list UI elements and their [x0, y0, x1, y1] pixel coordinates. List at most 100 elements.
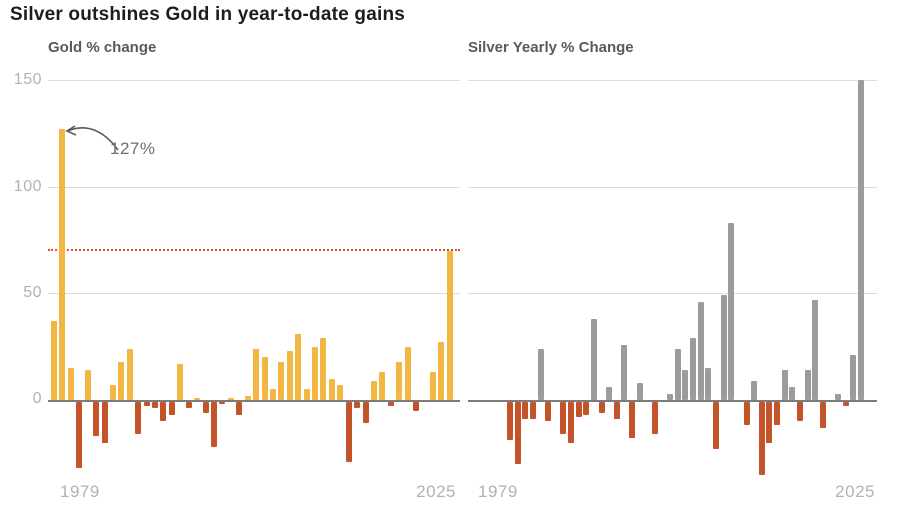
bar — [337, 385, 344, 400]
silver-chart-title: Silver Yearly % Change — [468, 39, 634, 56]
bar — [219, 402, 226, 405]
gridline-150 — [48, 80, 460, 81]
bar — [118, 361, 125, 400]
bar — [651, 402, 658, 434]
bar — [446, 250, 453, 400]
bar — [796, 402, 803, 422]
bar — [278, 361, 285, 400]
bar — [804, 370, 811, 400]
bar — [758, 402, 765, 475]
silver-chart: 1979 2025 — [468, 60, 877, 510]
bar — [812, 299, 819, 400]
bar — [194, 397, 201, 400]
bar — [345, 402, 352, 462]
bar — [529, 402, 536, 420]
gridline-100 — [468, 187, 877, 188]
bar — [362, 402, 369, 424]
bar — [160, 402, 167, 422]
gold-chart-title: Gold % change — [48, 39, 157, 56]
bar — [303, 389, 310, 400]
gold-reference-line — [48, 249, 460, 251]
x-axis-line — [48, 400, 460, 402]
bar — [354, 402, 361, 409]
bar — [713, 402, 719, 449]
bar — [387, 402, 394, 407]
bar — [781, 370, 788, 400]
bar — [842, 402, 849, 407]
bar — [690, 338, 697, 400]
page-title: Silver outshines Gold in year-to-date ga… — [10, 4, 406, 25]
bar — [429, 372, 436, 400]
bar — [514, 402, 521, 464]
bar — [636, 382, 643, 400]
bar — [312, 346, 319, 400]
bar — [606, 387, 613, 400]
bar — [598, 402, 605, 413]
gridline-50 — [48, 293, 460, 294]
bar — [370, 380, 377, 400]
bar — [244, 395, 251, 400]
bar — [507, 402, 513, 441]
gold-peak-annotation: 127% — [110, 139, 156, 158]
bar — [253, 348, 260, 400]
bar — [682, 370, 689, 400]
bar — [152, 402, 159, 409]
y-tick-label-50: 50 — [23, 284, 42, 301]
bar — [629, 402, 636, 439]
bar — [583, 402, 590, 415]
gold-x-label-end: 2025 — [416, 482, 456, 501]
bar — [522, 402, 529, 420]
bar — [537, 348, 544, 400]
gridline-100 — [48, 187, 460, 188]
bar — [101, 402, 108, 443]
bar — [743, 402, 750, 426]
bar — [210, 402, 217, 447]
bar — [236, 402, 243, 415]
bar — [328, 378, 335, 400]
bar — [143, 402, 150, 407]
bar — [789, 387, 796, 400]
bar — [613, 402, 620, 420]
bar — [177, 363, 184, 400]
bar — [295, 333, 302, 400]
bar — [575, 402, 582, 417]
bar — [560, 402, 567, 434]
bar — [227, 397, 234, 400]
bar — [168, 402, 175, 415]
x-axis-line — [468, 400, 877, 402]
bar — [835, 393, 842, 400]
bar — [850, 355, 857, 400]
annotation-arrow-icon — [65, 125, 119, 151]
bar — [185, 402, 192, 409]
bar — [545, 402, 552, 422]
bar — [286, 350, 293, 400]
bar — [774, 402, 781, 426]
bar — [857, 80, 864, 400]
bar — [438, 342, 445, 400]
bar — [76, 402, 83, 469]
bar — [135, 402, 142, 434]
y-tick-label-0: 0 — [32, 390, 42, 407]
bar — [51, 321, 57, 400]
bar — [84, 370, 91, 400]
silver-x-label-end: 2025 — [835, 482, 875, 501]
bar — [404, 346, 411, 400]
gridline-50 — [468, 293, 877, 294]
y-tick-label-150: 150 — [13, 71, 42, 88]
bar — [379, 372, 386, 400]
bar — [261, 357, 268, 400]
bar — [93, 402, 100, 437]
bar — [667, 393, 674, 400]
gold-x-label-start: 1979 — [60, 482, 100, 501]
bar — [413, 402, 420, 411]
gold-chart: 127% 1979 2025 — [48, 60, 460, 510]
bar — [705, 368, 712, 400]
bar — [269, 389, 276, 400]
bar — [720, 295, 727, 400]
bar — [590, 318, 597, 400]
bar — [126, 348, 133, 400]
bar — [728, 222, 735, 400]
bar — [396, 361, 403, 400]
bar — [109, 385, 116, 400]
